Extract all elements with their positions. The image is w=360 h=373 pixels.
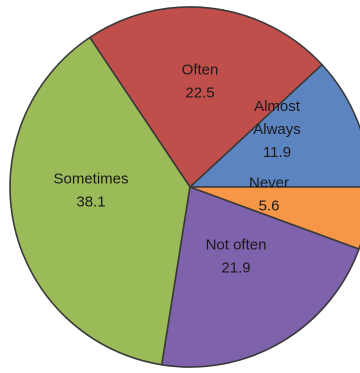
slice-label-almost-always: Almost Always 11.9	[253, 98, 301, 161]
pie-slice-not-often	[161, 186, 360, 368]
pie-slice-almost-always	[189, 63, 360, 188]
pie-labels: Almost Always 11.9 Often 22.5 Sometimes 38.1 No…	[53, 61, 300, 276]
slice-value-text: 11.9	[263, 144, 291, 161]
pie-slice-sometimes	[9, 36, 191, 366]
slice-category-text: Not often	[206, 236, 267, 253]
slice-label-never: Never 5.6	[249, 174, 289, 214]
slice-category-text: Often	[182, 61, 219, 78]
slice-category-text: Sometimes	[53, 170, 128, 187]
slice-category-text: Always	[253, 121, 301, 138]
slice-value-text: 21.9	[221, 259, 250, 276]
slice-category-text: Almost	[254, 98, 301, 115]
slice-value-text: 5.6	[259, 197, 280, 214]
pie-slice-never	[189, 186, 360, 250]
slice-value-text: 38.1	[76, 193, 105, 210]
slice-value-text: 22.5	[185, 84, 214, 101]
slice-category-text: Never	[249, 174, 289, 191]
pie-slice-often	[88, 6, 323, 188]
pie-slices	[9, 6, 360, 368]
slice-label-sometimes: Sometimes 38.1	[53, 170, 128, 210]
slice-label-often: Often 22.5	[182, 61, 219, 101]
slice-label-not-often: Not often 21.9	[206, 236, 267, 276]
